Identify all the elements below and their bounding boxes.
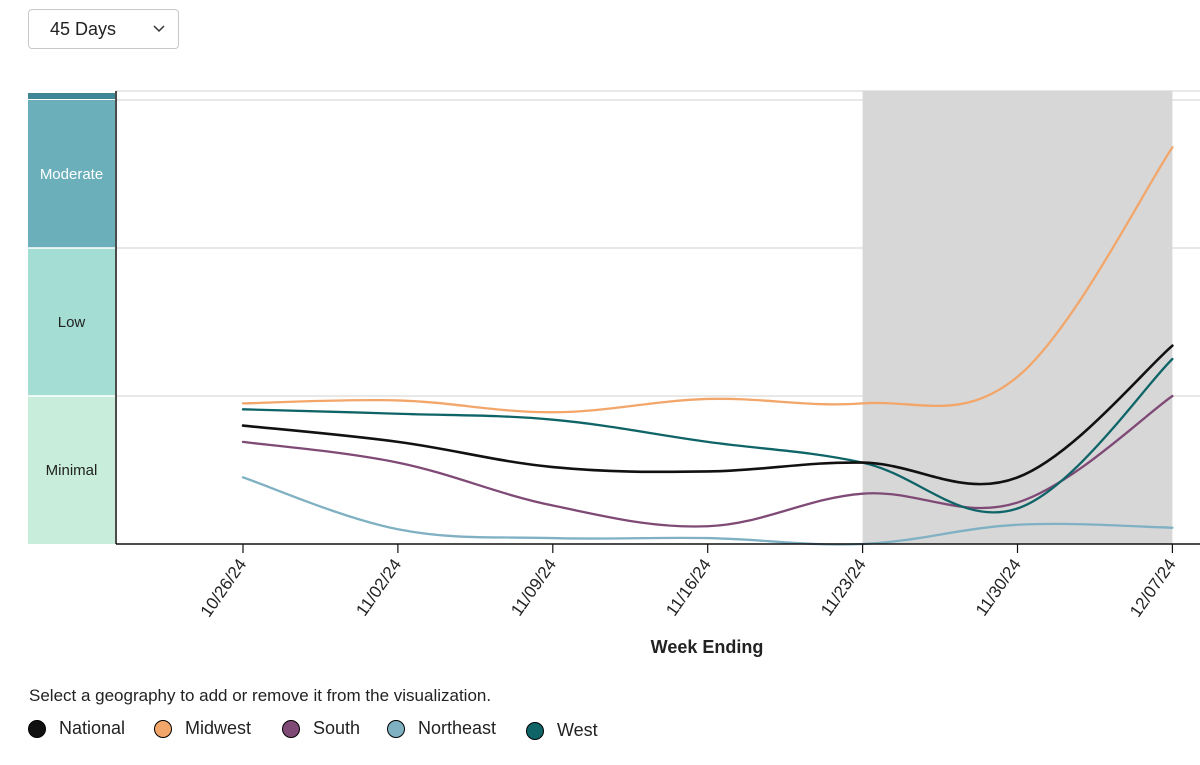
level-band-low xyxy=(28,248,115,396)
level-label-moderate: Moderate xyxy=(40,166,103,183)
chart: Minimal Low Moderate 10/26/24 11/02/24 11/09… xyxy=(28,90,1200,657)
series-line-national[interactable] xyxy=(241,344,1174,486)
time-range-value: 45 Days xyxy=(50,18,117,39)
x-tick-label: 11/23/24 xyxy=(817,555,870,619)
series-line-northeast[interactable] xyxy=(241,476,1174,546)
shaded-region xyxy=(862,91,1173,544)
legend-swatch-northeast xyxy=(387,719,405,738)
x-tick-label: 11/16/24 xyxy=(662,555,715,619)
legend-label-national: National xyxy=(59,718,126,738)
legend-label-west: West xyxy=(557,720,598,740)
level-label-low: Low xyxy=(58,314,86,331)
axes xyxy=(115,91,1200,545)
series-line-midwest[interactable] xyxy=(241,146,1174,414)
x-axis-label: Week Ending xyxy=(651,637,764,657)
x-tick-label: 12/07/24 xyxy=(1126,555,1180,620)
legend-item-midwest[interactable]: Midwest xyxy=(154,718,251,739)
legend-item-national[interactable]: National xyxy=(28,718,125,739)
legend-label-northeast: Northeast xyxy=(418,718,497,738)
legend-label-south: South xyxy=(313,718,361,738)
legend-swatch-west xyxy=(526,721,544,740)
legend-swatch-south xyxy=(282,719,300,738)
legend-prompt: Select a geography to add or remove it f… xyxy=(29,686,492,705)
level-band-moderate xyxy=(28,100,115,248)
level-label-minimal: Minimal xyxy=(46,462,98,479)
series-line-west[interactable] xyxy=(241,357,1174,514)
x-tick-label: 11/30/24 xyxy=(972,555,1025,619)
shaded-region-rect xyxy=(862,91,1173,544)
time-range-select[interactable]: 45 Days xyxy=(28,9,179,49)
series-lines xyxy=(241,146,1174,546)
legend-item-south[interactable]: South xyxy=(282,718,360,739)
legend-swatch-national xyxy=(28,719,46,738)
legend-item-northeast[interactable]: Northeast xyxy=(387,718,496,739)
x-tick-label: 10/26/24 xyxy=(197,555,251,620)
legend-label-midwest: Midwest xyxy=(185,718,252,738)
x-tick-label: 11/02/24 xyxy=(352,555,405,619)
level-band-minimal xyxy=(28,396,115,544)
series-line-south[interactable] xyxy=(241,394,1174,528)
legend-swatch-midwest xyxy=(154,719,172,738)
x-tick-labels: 10/26/24 11/02/24 11/09/24 11/16/24 11/23/24… xyxy=(197,544,1180,621)
level-bands: Minimal Low Moderate xyxy=(28,93,115,544)
x-tick-label: 11/09/24 xyxy=(507,555,560,619)
legend-item-west[interactable]: West xyxy=(526,720,598,741)
level-band-next xyxy=(28,93,115,99)
chevron-down-icon xyxy=(153,25,165,33)
